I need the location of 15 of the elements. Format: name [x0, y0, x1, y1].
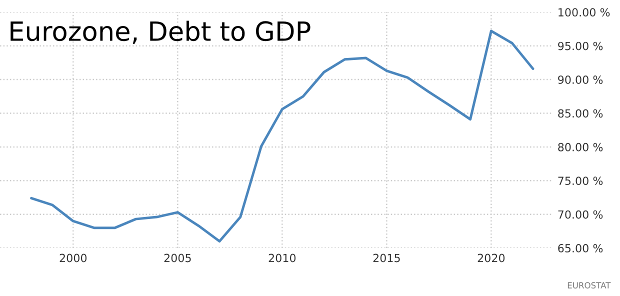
y-tick-label: 90.00 %: [558, 76, 603, 84]
x-tick-label: 2010: [268, 254, 296, 262]
x-tick-label: 2005: [164, 254, 191, 262]
chart-title: Eurozone, Debt to GDP: [10, 20, 310, 44]
y-tick-label: 85.00 %: [558, 109, 603, 118]
y-tick-label: 100.00 %: [558, 8, 610, 17]
text: EUROSTAT: [568, 282, 611, 288]
y-tick-label: 95.00 %: [558, 42, 603, 50]
x-tick-label: 2020: [478, 254, 505, 262]
y-tick-label: 80.00 %: [558, 142, 603, 152]
x-tick-label: 2015: [373, 254, 400, 262]
y-tick-label: 75.00 %: [558, 176, 603, 186]
y-tick-label: 70.00 %: [558, 210, 603, 219]
x-tick-label: 2000: [60, 254, 87, 262]
y-tick-label: 65.00 %: [558, 244, 603, 252]
